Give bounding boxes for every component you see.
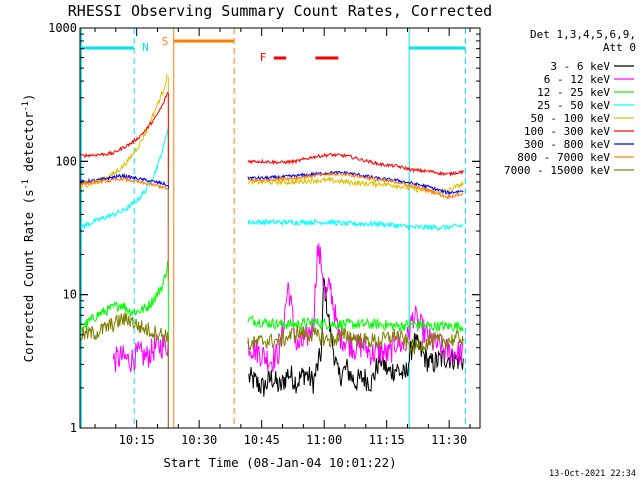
legend-entry-label: 6 - 12 keV <box>544 73 611 86</box>
legend-entry-label: 800 - 7000 keV <box>517 151 610 164</box>
plot-frame <box>79 27 481 429</box>
y-tick-label: 100 <box>55 154 77 168</box>
legend-entry-label: 25 - 50 keV <box>537 99 610 112</box>
series-layer <box>79 74 464 428</box>
legend-entry-label: 7000 - 15000 keV <box>504 164 610 177</box>
series-line-8 <box>247 325 464 355</box>
series-line-3 <box>247 217 464 232</box>
x-tick-label: 10:45 <box>244 433 280 447</box>
legend-entry-label: 300 - 800 keV <box>524 138 610 151</box>
y-axis-label-mid: detector <box>21 111 36 179</box>
saa-label: S <box>162 35 169 48</box>
series-line-3 <box>79 128 169 230</box>
x-axis-label: Start Time (08-Jan-04 10:01:22) <box>163 455 396 470</box>
y-axis-label-main: Corrected Count Rate (s <box>21 189 36 362</box>
legend-entry-label: 100 - 300 keV <box>524 125 610 138</box>
series-line-4 <box>79 74 168 189</box>
flare-label: F <box>260 51 267 64</box>
y-axis-label: Corrected Count Rate (s-1 detector-1) <box>21 94 36 363</box>
y-tick-label: 10 <box>63 288 77 302</box>
series-line-1 <box>112 334 169 373</box>
legend-entry-label: 50 - 100 keV <box>531 112 611 125</box>
y-tick-label: 1000 <box>48 21 77 35</box>
night-label: N <box>142 41 149 54</box>
series-line-6 <box>247 170 464 196</box>
y-tick-label: 1 <box>70 421 77 435</box>
series-line-5 <box>247 152 464 177</box>
x-tick-label: 11:30 <box>431 433 467 447</box>
series-line-1 <box>247 243 464 372</box>
legend-header-line2: Att 0 <box>603 41 636 54</box>
series-line-5 <box>79 91 169 159</box>
x-tick-label: 10:15 <box>119 433 155 447</box>
series-line-2 <box>247 314 464 333</box>
footer-timestamp: 13-Oct-2021 22:34 <box>549 469 636 479</box>
legend-entry-label: 12 - 25 keV <box>537 86 610 99</box>
y-axis: 1 10 100 1000 <box>48 21 480 435</box>
series-line-7 <box>247 171 464 200</box>
y-axis-label-end: ) <box>21 94 36 102</box>
x-tick-label: 11:15 <box>369 433 405 447</box>
legend-entry-label: 3 - 6 keV <box>550 60 610 73</box>
legend-header-line1: Det 1,3,4,5,6,9, <box>530 28 636 41</box>
chart-title: RHESSI Observing Summary Count Rates, Co… <box>68 2 492 20</box>
x-tick-label: 11:00 <box>306 433 342 447</box>
series-line-6 <box>79 172 168 187</box>
x-tick-label: 10:30 <box>181 433 217 447</box>
series-line-8 <box>79 312 169 343</box>
series-line-2 <box>79 260 169 331</box>
y-axis-label-sup1: -1 <box>21 179 31 189</box>
series-line-0 <box>248 277 464 397</box>
series-line-7 <box>79 175 168 191</box>
y-axis-label-sup2: -1 <box>21 101 31 111</box>
x-axis: 10:15 10:30 10:45 11:00 11:15 11:30 <box>94 28 471 447</box>
